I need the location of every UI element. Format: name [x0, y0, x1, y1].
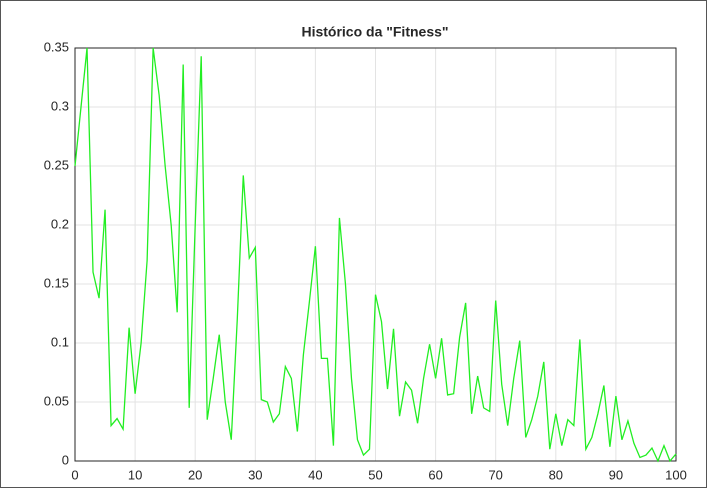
- x-tick-label: 100: [665, 467, 687, 482]
- y-tick-label: 0.35: [44, 39, 69, 54]
- chart-title: Histórico da "Fitness": [301, 24, 448, 40]
- y-tick-label: 0.1: [51, 334, 69, 349]
- y-tick-label: 0.05: [44, 393, 69, 408]
- y-tick-label: 0.15: [44, 275, 69, 290]
- axes-box: [74, 47, 677, 462]
- x-tick-label: 0: [71, 467, 78, 482]
- y-tick-label: 0: [62, 452, 69, 467]
- y-tick-label: 0.25: [44, 157, 69, 172]
- x-tick-label: 50: [368, 467, 382, 482]
- x-tick-label: 70: [488, 467, 502, 482]
- x-tick-label: 30: [248, 467, 262, 482]
- x-tick-label: 80: [549, 467, 563, 482]
- x-tick-label: 60: [428, 467, 442, 482]
- y-tick-label: 0.3: [51, 98, 69, 113]
- x-tick-label: 20: [188, 467, 202, 482]
- x-tick-label: 10: [128, 467, 142, 482]
- y-tick-label: 0.2: [51, 216, 69, 231]
- x-tick-label: 90: [609, 467, 623, 482]
- data-line: [74, 47, 677, 463]
- x-tick-label: 40: [308, 467, 322, 482]
